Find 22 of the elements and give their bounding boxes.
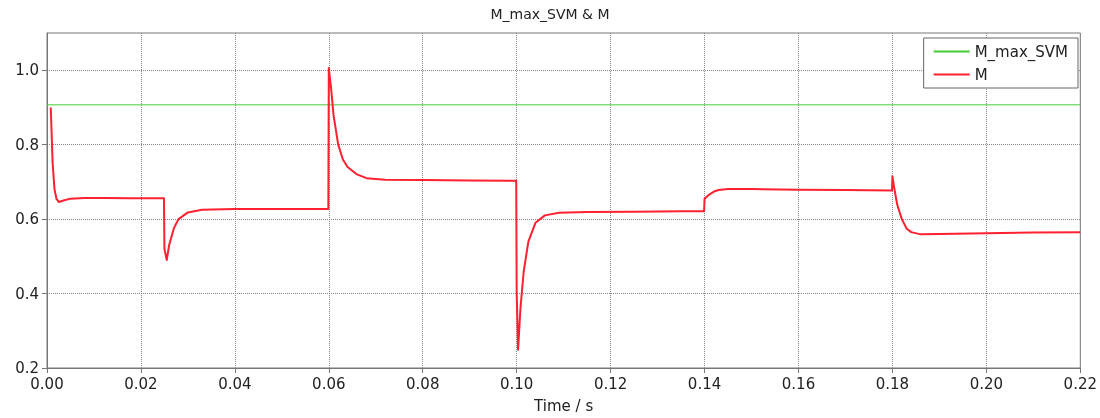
y-tick-label: 0.6 [15, 210, 39, 229]
x-tick-label: 0.18 [875, 374, 910, 393]
y-tick-label: 1.0 [15, 61, 39, 80]
x-tick-label: 0.14 [687, 374, 722, 393]
x-tick-label: 0.06 [312, 374, 346, 393]
x-tick-label: 0.16 [781, 374, 816, 393]
x-tick-label: 0.22 [1063, 374, 1097, 393]
x-tick-label: 0.02 [124, 374, 158, 393]
legend-label: M [974, 65, 988, 84]
legend-label: M_max_SVM [974, 42, 1069, 62]
y-tick-label: 0.2 [15, 359, 39, 377]
x-axis-title: Time / s [533, 396, 594, 415]
chart-title: M_max_SVM & M [490, 6, 610, 22]
x-tick-label: 0.10 [499, 374, 534, 393]
x-tick-label: 0.04 [218, 374, 252, 393]
x-tick-label: 0.00 [30, 374, 64, 393]
y-tick-label: 0.8 [15, 135, 39, 154]
y-tick-label: 0.4 [15, 284, 39, 303]
line-series [49, 66, 1082, 351]
x-tick-label: 0.08 [406, 374, 440, 393]
x-tick-label: 0.12 [593, 374, 628, 393]
x-tick-label: 0.20 [969, 374, 1004, 393]
